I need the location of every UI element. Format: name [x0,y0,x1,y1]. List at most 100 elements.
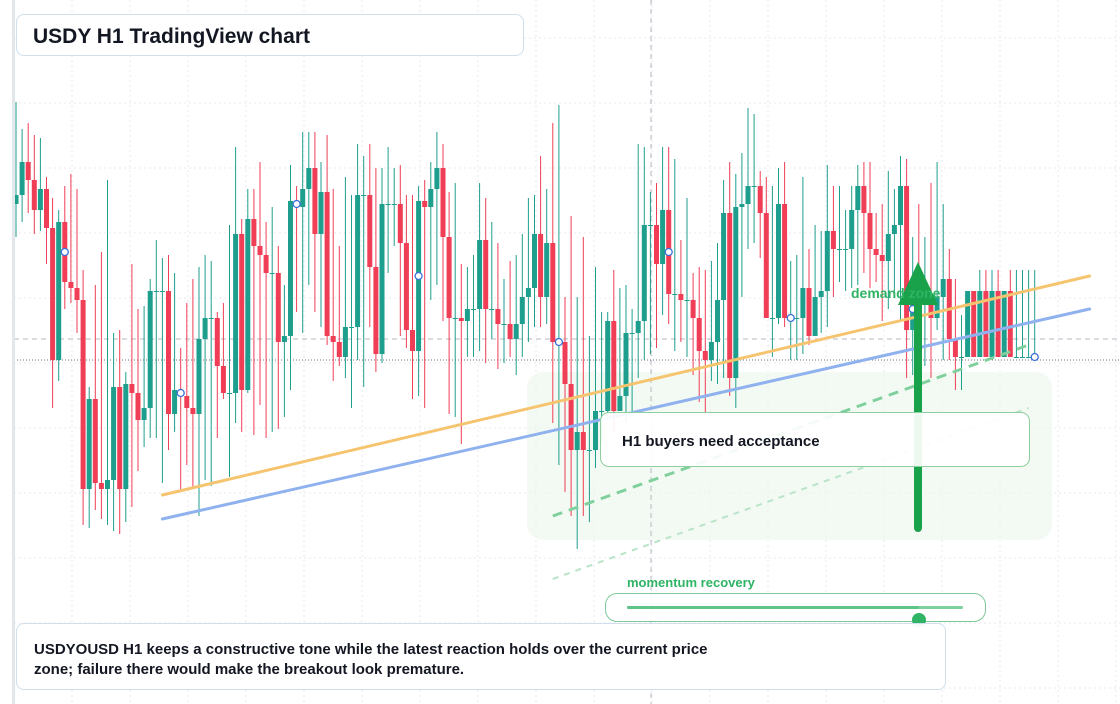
candle-body-bull [477,240,483,309]
candle-body-bear [25,162,31,180]
candle-body-bear [44,189,49,228]
candle-body-bull [434,168,440,189]
candle-body-bull [959,357,964,358]
candle-body-bear [830,231,836,249]
candle-body-bull [471,309,476,310]
candle-body-bear [928,297,934,318]
candle-body-bear [373,267,379,354]
candle-body-bull [599,411,605,412]
candle-body-bull [1001,291,1007,357]
momentum-label: momentum recovery [627,575,755,590]
candle-body-bull [288,201,293,336]
candle-body-bull [800,288,806,318]
candle-body-bull [208,318,214,319]
candle-body-bear [422,201,428,207]
candle-body-bear [312,168,318,234]
candle-body-bear [403,243,409,330]
candle-body-bull [751,186,757,187]
candle-body-bull [300,189,306,207]
candle-body-bull [629,333,635,334]
candle-body-bear [190,408,196,414]
candle-body-bull [196,339,202,414]
candle-body-bull [105,480,110,489]
momentum-track [627,606,963,627]
candle-body-bear [904,186,910,330]
candle-body-bull [647,225,653,226]
candle-body-bull [849,210,855,249]
candle-body-bull [708,342,714,360]
candle-body-bull [361,195,367,196]
candle-body-bull [342,327,348,357]
candle-body-bull [977,291,983,357]
candle-body-bear [702,351,708,360]
candle-body-bear [507,324,513,339]
candle-body-bear [257,246,263,255]
candle-body-bull [824,231,830,291]
candle-body-bear [336,342,342,357]
arrow-head [898,262,938,305]
candle-body-bear [440,168,446,237]
candle-body-bull [721,213,727,300]
candle-body-bull [269,273,275,274]
candle-body-bull [715,300,720,342]
candle-body-bear [31,180,37,210]
candle-body-bull [605,321,611,411]
candle-body-bull [1013,357,1019,358]
candle-body-bull [281,336,287,342]
candle-body-bear [782,204,788,318]
candle-body-bull [544,243,550,297]
candle-body-bull [891,225,897,234]
candle-body-bull [586,450,592,451]
candle-body-bear [74,288,80,300]
candle-body-bear [214,318,220,366]
candle-body-bear [50,228,56,360]
candle-body-bull [617,396,623,411]
candle-body-bull [379,204,385,354]
candle-body-bear [678,294,684,300]
candle-body-bull [635,321,641,333]
candle-body-bull [989,291,995,357]
chart-title-panel: USDY H1 TradingView chart [16,14,524,56]
momentum-fill [627,606,920,609]
candle-body-bull [733,207,739,378]
candle-body-bull [1020,357,1025,358]
candle-body-bull [37,189,43,210]
candle-body-bear [757,186,763,213]
candle-body-bull [385,204,391,205]
candle-body-bull [245,219,251,390]
candle-body-bull [464,309,470,321]
momentum-gauge[interactable] [605,593,986,627]
candle-body-bear [763,213,769,318]
candle-body-bull [684,300,690,301]
pivot-marker [554,337,564,347]
candle-body-bear [446,237,452,318]
candle-body-bull [898,186,903,225]
summary-panel: USDYOUSD H1 keeps a constructive tone wh… [16,623,946,690]
pivot-markers [60,199,1039,398]
candle-body-bull [153,291,159,292]
candle-body-bull [86,399,92,489]
candle-body-bear [239,234,245,390]
candle-body-bull [318,192,324,234]
candle-body-bull [227,393,232,394]
candle-body-bull [739,204,745,207]
candle-body-bull [513,324,519,339]
candle-body-bear [971,291,977,357]
candle-body-bear [98,483,104,489]
candle-body-bear [562,342,568,384]
pivot-marker [414,271,423,281]
candle-body-bull [147,291,153,408]
candle-body-bull [812,297,818,336]
candle-body-bull [1026,357,1032,358]
candle-body-bull [306,168,312,189]
demand-zone-label: demand zone [851,285,941,301]
candle-body-bear [538,234,544,297]
candle-body-bull [837,249,842,250]
annotation-card: H1 buyers need acceptance [600,412,1030,467]
candle-body-bull [525,288,531,297]
candle-body-bull [818,291,824,297]
pivot-marker [786,313,795,323]
candle-body-bear [80,300,86,489]
candle-body-bear [166,291,171,414]
candle-body-bear [550,243,556,342]
